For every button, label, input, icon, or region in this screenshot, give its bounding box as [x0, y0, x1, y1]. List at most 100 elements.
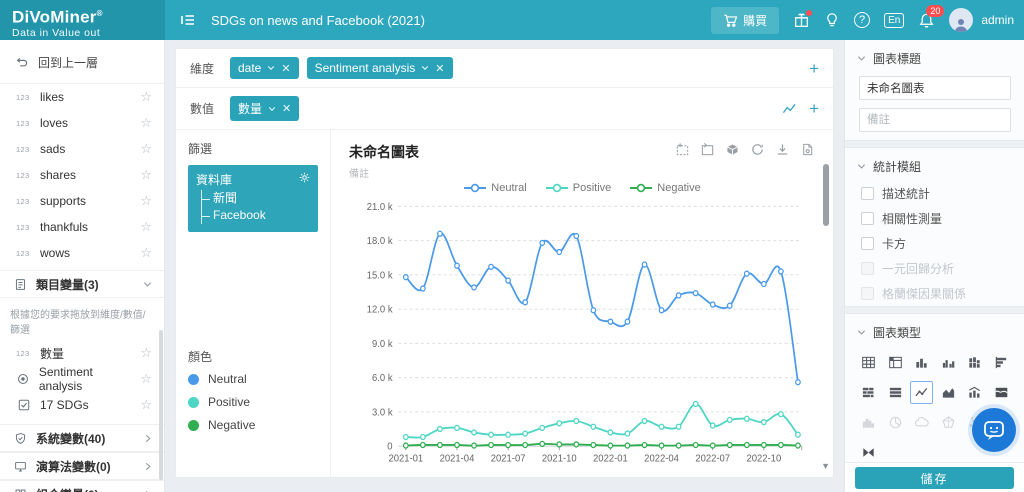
- database-filter-box[interactable]: 資料庫 新聞Facebook: [188, 165, 318, 232]
- zoom-reset-icon[interactable]: [700, 142, 715, 157]
- checkbox-icon[interactable]: [861, 237, 874, 250]
- grouped-column-chart-icon[interactable]: [937, 351, 960, 374]
- sidebar-item-數量[interactable]: 123數量☆: [0, 340, 164, 366]
- favorite-star-icon[interactable]: ☆: [140, 115, 152, 131]
- numeric-icon: 123: [16, 349, 32, 358]
- chart-scrollbar[interactable]: [823, 164, 829, 492]
- top-bar: DiVoMiner® Data in Value out SDGs on new…: [0, 0, 1024, 40]
- sidebar-item-likes[interactable]: 123likes☆: [0, 84, 164, 110]
- back-to-parent-item[interactable]: 回到上一層: [0, 40, 164, 84]
- chevron-down-icon[interactable]: [267, 64, 275, 72]
- stacked-column-chart-icon[interactable]: [963, 351, 986, 374]
- favorite-star-icon[interactable]: ☆: [140, 371, 152, 387]
- stats-option-2[interactable]: 卡方: [845, 231, 1024, 256]
- buy-button[interactable]: 購買: [711, 7, 779, 34]
- sidebar-section-0[interactable]: 系統變數(40): [0, 424, 164, 452]
- logo[interactable]: DiVoMiner® Data in Value out: [0, 0, 165, 40]
- table-icon[interactable]: [857, 351, 880, 374]
- stats-option-label: 格蘭傑因果關係: [882, 285, 966, 302]
- value-chart-style-icon[interactable]: [782, 102, 797, 115]
- area-chart-icon[interactable]: [937, 381, 960, 404]
- sidebar-item-sentiment-analysis[interactable]: Sentiment analysis☆: [0, 366, 164, 392]
- section-chart-type[interactable]: 圖表類型: [845, 314, 1024, 347]
- checkbox-icon[interactable]: [861, 212, 874, 225]
- database-child-新聞[interactable]: 新聞: [202, 190, 310, 207]
- chart-title-input[interactable]: [859, 76, 1011, 100]
- sidebar-item-wows[interactable]: 123wows☆: [0, 240, 164, 266]
- favorite-star-icon[interactable]: ☆: [140, 219, 152, 235]
- export-image-icon[interactable]: [800, 142, 815, 157]
- chart-note: 備註: [349, 165, 419, 180]
- chevron-down-icon[interactable]: [421, 64, 429, 72]
- field-tag-數量[interactable]: 數量✕: [230, 96, 299, 121]
- download-icon[interactable]: [775, 142, 790, 157]
- sankey-chart-icon[interactable]: [857, 441, 880, 464]
- gift-icon[interactable]: [793, 12, 810, 29]
- section-statistics[interactable]: 統計模組: [845, 148, 1024, 181]
- chart-note-input[interactable]: [859, 108, 1011, 132]
- sidebar-section-2[interactable]: 組合變量(0): [0, 480, 164, 492]
- sidebar-section-1[interactable]: 演算法變數(0): [0, 452, 164, 480]
- legend-item-positive[interactable]: Positive: [545, 182, 612, 194]
- color-dot: [188, 397, 199, 408]
- database-child-facebook[interactable]: Facebook: [202, 207, 310, 224]
- remove-tag-icon[interactable]: ✕: [435, 62, 444, 75]
- refresh-icon[interactable]: [750, 142, 765, 157]
- remove-tag-icon[interactable]: ✕: [281, 62, 290, 75]
- help-icon[interactable]: ?: [854, 12, 870, 28]
- sidebar-item-17-sdgs[interactable]: 17 SDGs ☆: [0, 392, 164, 418]
- save-button[interactable]: 儲存: [855, 467, 1014, 489]
- sidebar-item-loves[interactable]: 123loves☆: [0, 110, 164, 136]
- line-column-chart-icon[interactable]: [963, 381, 986, 404]
- field-tag-date[interactable]: date✕: [230, 57, 299, 79]
- field-tag-sentiment-analysis[interactable]: Sentiment analysis✕: [307, 57, 453, 79]
- stats-option-0[interactable]: 描述統計: [845, 181, 1024, 206]
- chevron-down-icon[interactable]: [268, 105, 276, 113]
- favorite-star-icon[interactable]: ☆: [140, 167, 152, 183]
- legend-item-negative[interactable]: Negative: [629, 182, 700, 194]
- checkbox-icon[interactable]: [861, 187, 874, 200]
- sidebar-item-shares[interactable]: 123shares☆: [0, 162, 164, 188]
- gear-icon[interactable]: [298, 171, 311, 184]
- favorite-star-icon[interactable]: ☆: [140, 89, 152, 105]
- data-view-icon[interactable]: [725, 142, 740, 157]
- section-chart-title[interactable]: 圖表標題: [845, 40, 1024, 73]
- line-chart-icon[interactable]: [910, 381, 933, 404]
- sidebar-item-supports[interactable]: 123supports☆: [0, 188, 164, 214]
- registered-mark: ®: [97, 9, 103, 18]
- support-chat-button[interactable]: [972, 408, 1016, 452]
- user-avatar[interactable]: [949, 8, 973, 32]
- notifications-bell-icon[interactable]: 20: [918, 12, 935, 29]
- sidebar-item-label: 17 SDGs: [40, 398, 89, 412]
- favorite-star-icon[interactable]: ☆: [140, 397, 152, 413]
- checkbox-icon: [861, 262, 874, 275]
- bar-chart-icon[interactable]: [990, 351, 1013, 374]
- favorite-star-icon[interactable]: ☆: [140, 141, 152, 157]
- analysis-card: 維度 date✕Sentiment analysis✕ + 數值 數量✕ +: [175, 48, 834, 478]
- sidebar-section-category-variables[interactable]: 類目變量(3): [0, 270, 164, 298]
- theme-river-chart-icon[interactable]: [990, 381, 1013, 404]
- favorite-star-icon[interactable]: ☆: [140, 245, 152, 261]
- column-chart-icon[interactable]: [910, 351, 933, 374]
- legend-item-neutral[interactable]: Neutral: [463, 182, 526, 194]
- legend-label: Neutral: [491, 182, 526, 194]
- favorite-star-icon[interactable]: ☆: [140, 193, 152, 209]
- numeric-icon: 123: [16, 93, 32, 102]
- pivot-table-icon[interactable]: [884, 351, 907, 374]
- scroll-down-arrow-icon[interactable]: ▼: [821, 461, 830, 471]
- zoom-select-icon[interactable]: [675, 142, 690, 157]
- row-chart-icon[interactable]: [884, 381, 907, 404]
- add-value-button[interactable]: +: [809, 100, 819, 117]
- sidebar-item-sads[interactable]: 123sads☆: [0, 136, 164, 162]
- sidebar-toggle-icon[interactable]: [179, 11, 197, 29]
- add-dimension-button[interactable]: +: [809, 60, 819, 77]
- stacked-bar-chart-icon[interactable]: [857, 381, 880, 404]
- sidebar-scrollbar[interactable]: [159, 330, 163, 480]
- language-switch-icon[interactable]: En: [884, 13, 904, 28]
- sidebar-item-thankfuls[interactable]: 123thankfuls☆: [0, 214, 164, 240]
- line-chart[interactable]: 21.0 k18.0 k15.0 k12.0 k9.0 k6.0 k3.0 k0…: [349, 196, 815, 473]
- remove-tag-icon[interactable]: ✕: [282, 102, 291, 115]
- favorite-star-icon[interactable]: ☆: [140, 345, 152, 361]
- lightbulb-icon[interactable]: [824, 12, 840, 28]
- stats-option-1[interactable]: 相關性測量: [845, 206, 1024, 231]
